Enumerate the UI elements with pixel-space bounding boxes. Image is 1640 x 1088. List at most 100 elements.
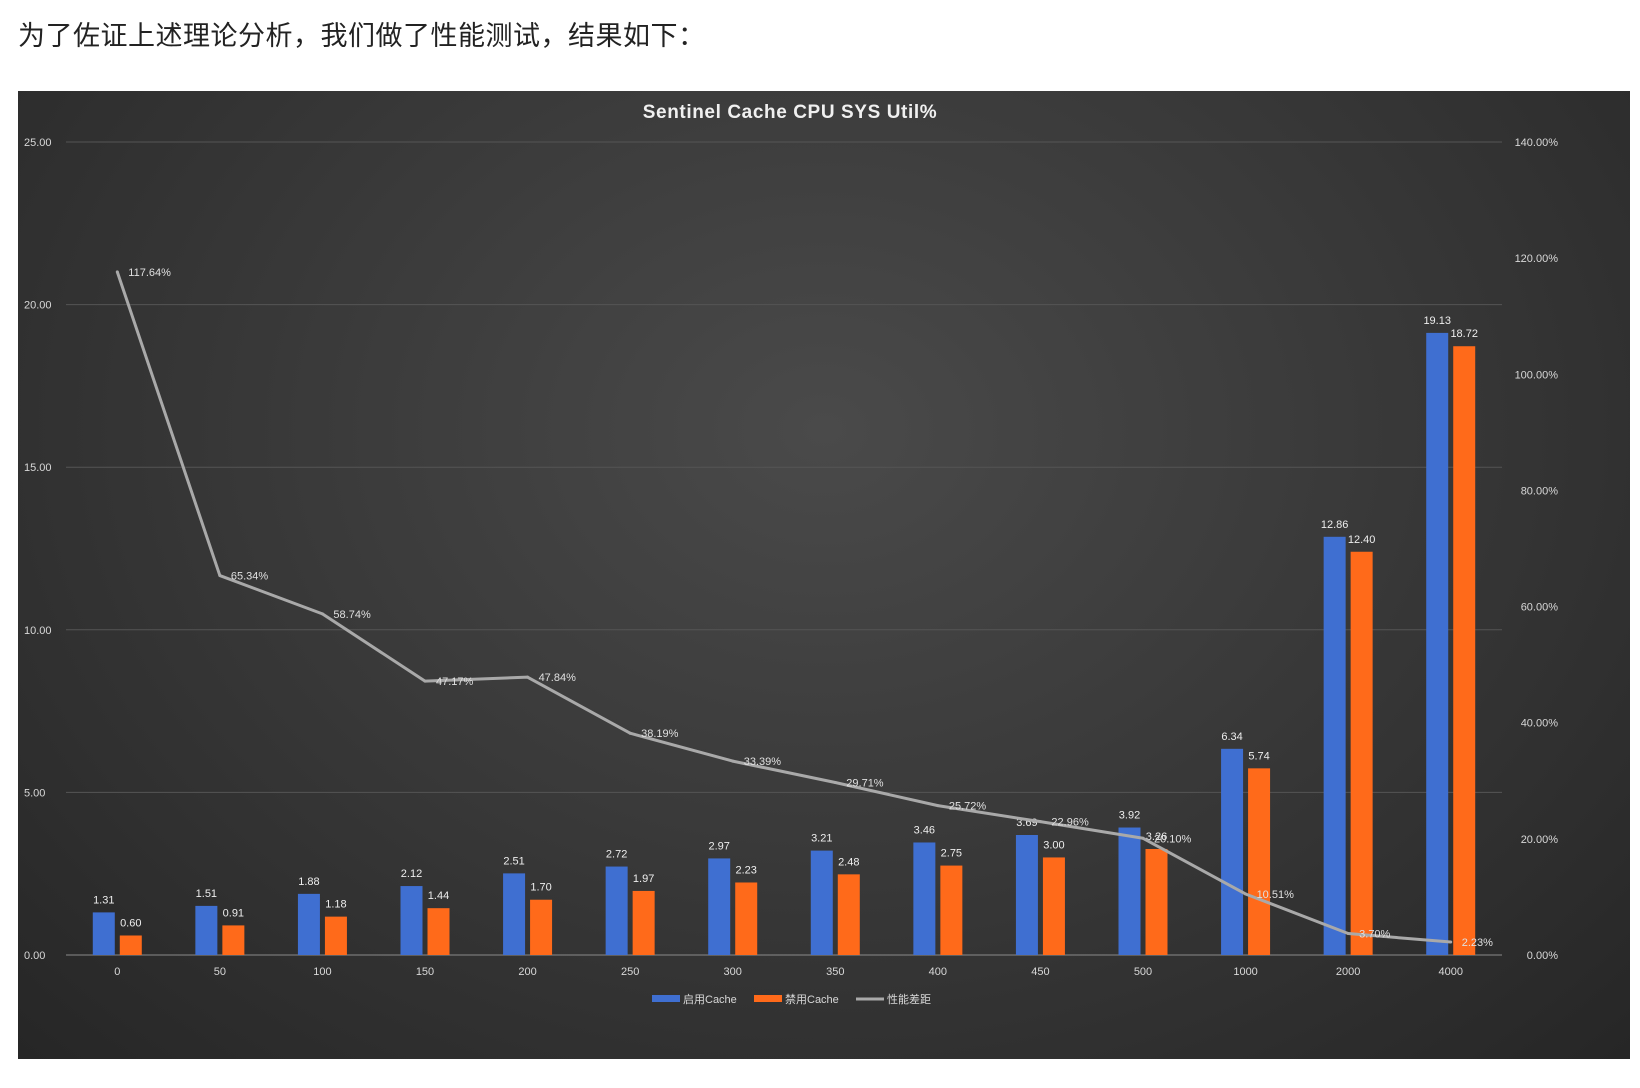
- bar-data-label: 12.86: [1321, 519, 1349, 531]
- bar-data-label: 18.72: [1450, 328, 1478, 340]
- bar-data-label: 2.75: [941, 848, 962, 860]
- y2-tick-label: 20.00%: [1521, 834, 1559, 846]
- bar-cache-enabled[interactable]: [297, 893, 320, 955]
- bar-data-label: 2.97: [709, 840, 730, 852]
- line-point[interactable]: [1141, 836, 1145, 840]
- bar-data-label: 1.70: [530, 882, 551, 894]
- bar-data-label: 12.40: [1348, 534, 1376, 546]
- legend-swatch: [652, 995, 680, 1002]
- y-tick-label: 0.00: [24, 950, 45, 962]
- bar-cache-disabled[interactable]: [1453, 346, 1476, 955]
- bar-data-label: 1.18: [325, 899, 346, 911]
- line-point[interactable]: [731, 759, 735, 763]
- bar-data-label: 3.21: [811, 833, 832, 845]
- bar-cache-disabled[interactable]: [324, 916, 347, 955]
- line-point[interactable]: [526, 675, 530, 679]
- performance-gap-line[interactable]: [115, 271, 1451, 944]
- intro-text: 为了佐证上述理论分析，我们做了性能测试，结果如下：: [18, 21, 706, 52]
- line-point[interactable]: [936, 804, 940, 808]
- bar-cache-disabled[interactable]: [1145, 848, 1168, 955]
- line-data-label: 117.64%: [128, 267, 171, 279]
- bar-cache-enabled[interactable]: [913, 842, 936, 955]
- bar-cache-enabled[interactable]: [605, 866, 628, 955]
- y-tick-label: 25.00: [24, 137, 52, 149]
- bar-cache-disabled[interactable]: [530, 899, 553, 955]
- bar-cache-enabled[interactable]: [400, 886, 423, 955]
- bar-cache-disabled[interactable]: [1350, 551, 1373, 955]
- bar-cache-enabled[interactable]: [1426, 332, 1449, 955]
- y2-tick-label: 100.00%: [1515, 369, 1559, 381]
- bar-cache-enabled[interactable]: [92, 912, 115, 955]
- line-point[interactable]: [1244, 892, 1248, 896]
- bar-data-label: 2.23: [736, 864, 757, 876]
- bar-cache-disabled[interactable]: [940, 865, 963, 955]
- bar-data-label: 3.00: [1043, 839, 1064, 851]
- bar-data-label: 19.13: [1423, 315, 1451, 327]
- bar-cache-enabled[interactable]: [1118, 827, 1141, 955]
- left-y-axis: 0.00 5.00 10.00 15.00 20.00 25.00: [24, 137, 52, 962]
- bar-data-label: 3.46: [914, 824, 935, 836]
- line-point[interactable]: [320, 612, 324, 616]
- bar-cache-disabled[interactable]: [735, 882, 758, 955]
- bar-data-label: 0.60: [120, 917, 141, 929]
- bar-cache-disabled[interactable]: [632, 890, 655, 955]
- x-tick-label: 4000: [1438, 966, 1462, 978]
- bar-cache-disabled[interactable]: [837, 874, 860, 955]
- line-point[interactable]: [218, 574, 222, 578]
- x-axis: 0 50 100 150 200 250 300 350 400 450 500 1000 2000 40…: [114, 966, 1463, 978]
- bar-cache-enabled[interactable]: [1221, 748, 1244, 955]
- line-point[interactable]: [1346, 932, 1350, 936]
- x-tick-label: 300: [724, 966, 742, 978]
- bar-data-label: 0.91: [223, 907, 244, 919]
- bar-cache-disabled[interactable]: [119, 935, 142, 955]
- bar-data-label: 6.34: [1221, 731, 1242, 743]
- bar-data-label: 2.51: [503, 855, 524, 867]
- line-point[interactable]: [1038, 820, 1042, 824]
- bar-cache-enabled[interactable]: [503, 873, 526, 955]
- line-data-label: 29.71%: [846, 777, 884, 789]
- y-tick-label: 10.00: [24, 625, 52, 637]
- line-data-label: 25.72%: [949, 801, 987, 813]
- bar-cache-enabled[interactable]: [1015, 835, 1038, 955]
- bar-data-label: 1.97: [633, 873, 654, 885]
- y-tick-label: 5.00: [24, 787, 45, 799]
- bar-cache-enabled[interactable]: [1323, 536, 1346, 955]
- bar-cache-enabled[interactable]: [195, 905, 218, 955]
- line-data-label: 22.96%: [1051, 817, 1089, 829]
- line-point[interactable]: [833, 780, 837, 784]
- bar-cache-enabled[interactable]: [810, 850, 833, 955]
- bar-data-label: 2.12: [401, 868, 422, 880]
- bar-data-label: 2.72: [606, 849, 627, 861]
- line-data-label: 58.74%: [333, 609, 371, 621]
- y-tick-label: 20.00: [24, 300, 52, 312]
- x-tick-label: 200: [518, 966, 536, 978]
- line-point[interactable]: [628, 731, 632, 735]
- x-tick-label: 2000: [1336, 966, 1360, 978]
- y2-tick-label: 0.00%: [1527, 950, 1558, 962]
- y-tick-label: 15.00: [24, 462, 52, 474]
- bar-data-label: 3.26: [1146, 831, 1167, 843]
- y2-tick-label: 140.00%: [1515, 137, 1559, 149]
- x-tick-label: 400: [929, 966, 947, 978]
- bar-cache-disabled[interactable]: [222, 925, 245, 955]
- bar-data-label: 5.74: [1248, 750, 1269, 762]
- bar-cache-disabled[interactable]: [427, 908, 450, 955]
- line-point[interactable]: [115, 270, 119, 274]
- line-data-label: 3.70%: [1359, 929, 1390, 941]
- line-data-label: 10.51%: [1257, 889, 1295, 901]
- chart-title: Sentinel Cache CPU SYS Util%: [643, 102, 937, 123]
- y2-tick-label: 80.00%: [1521, 485, 1559, 497]
- bar-data-label: 3.92: [1119, 810, 1140, 822]
- line-data-label: 33.39%: [744, 756, 782, 768]
- line-data-label: 47.17%: [436, 676, 474, 688]
- legend[interactable]: 启用Cache 禁用Cache 性能差距: [652, 992, 931, 1006]
- line-point[interactable]: [1449, 940, 1453, 944]
- x-tick-label: 350: [826, 966, 844, 978]
- chart-panel: Sentinel Cache CPU SYS Util% 0.00 5.00 10.…: [18, 91, 1630, 1059]
- bar-cache-enabled[interactable]: [708, 858, 731, 955]
- bar-cache-disabled[interactable]: [1248, 768, 1271, 955]
- right-y-axis: 0.00% 20.00% 40.00% 60.00% 80.00% 100.00% 120.…: [1515, 137, 1559, 962]
- line-data-label: 2.23%: [1462, 937, 1493, 949]
- line-point[interactable]: [423, 679, 427, 683]
- bar-cache-disabled[interactable]: [1042, 857, 1065, 955]
